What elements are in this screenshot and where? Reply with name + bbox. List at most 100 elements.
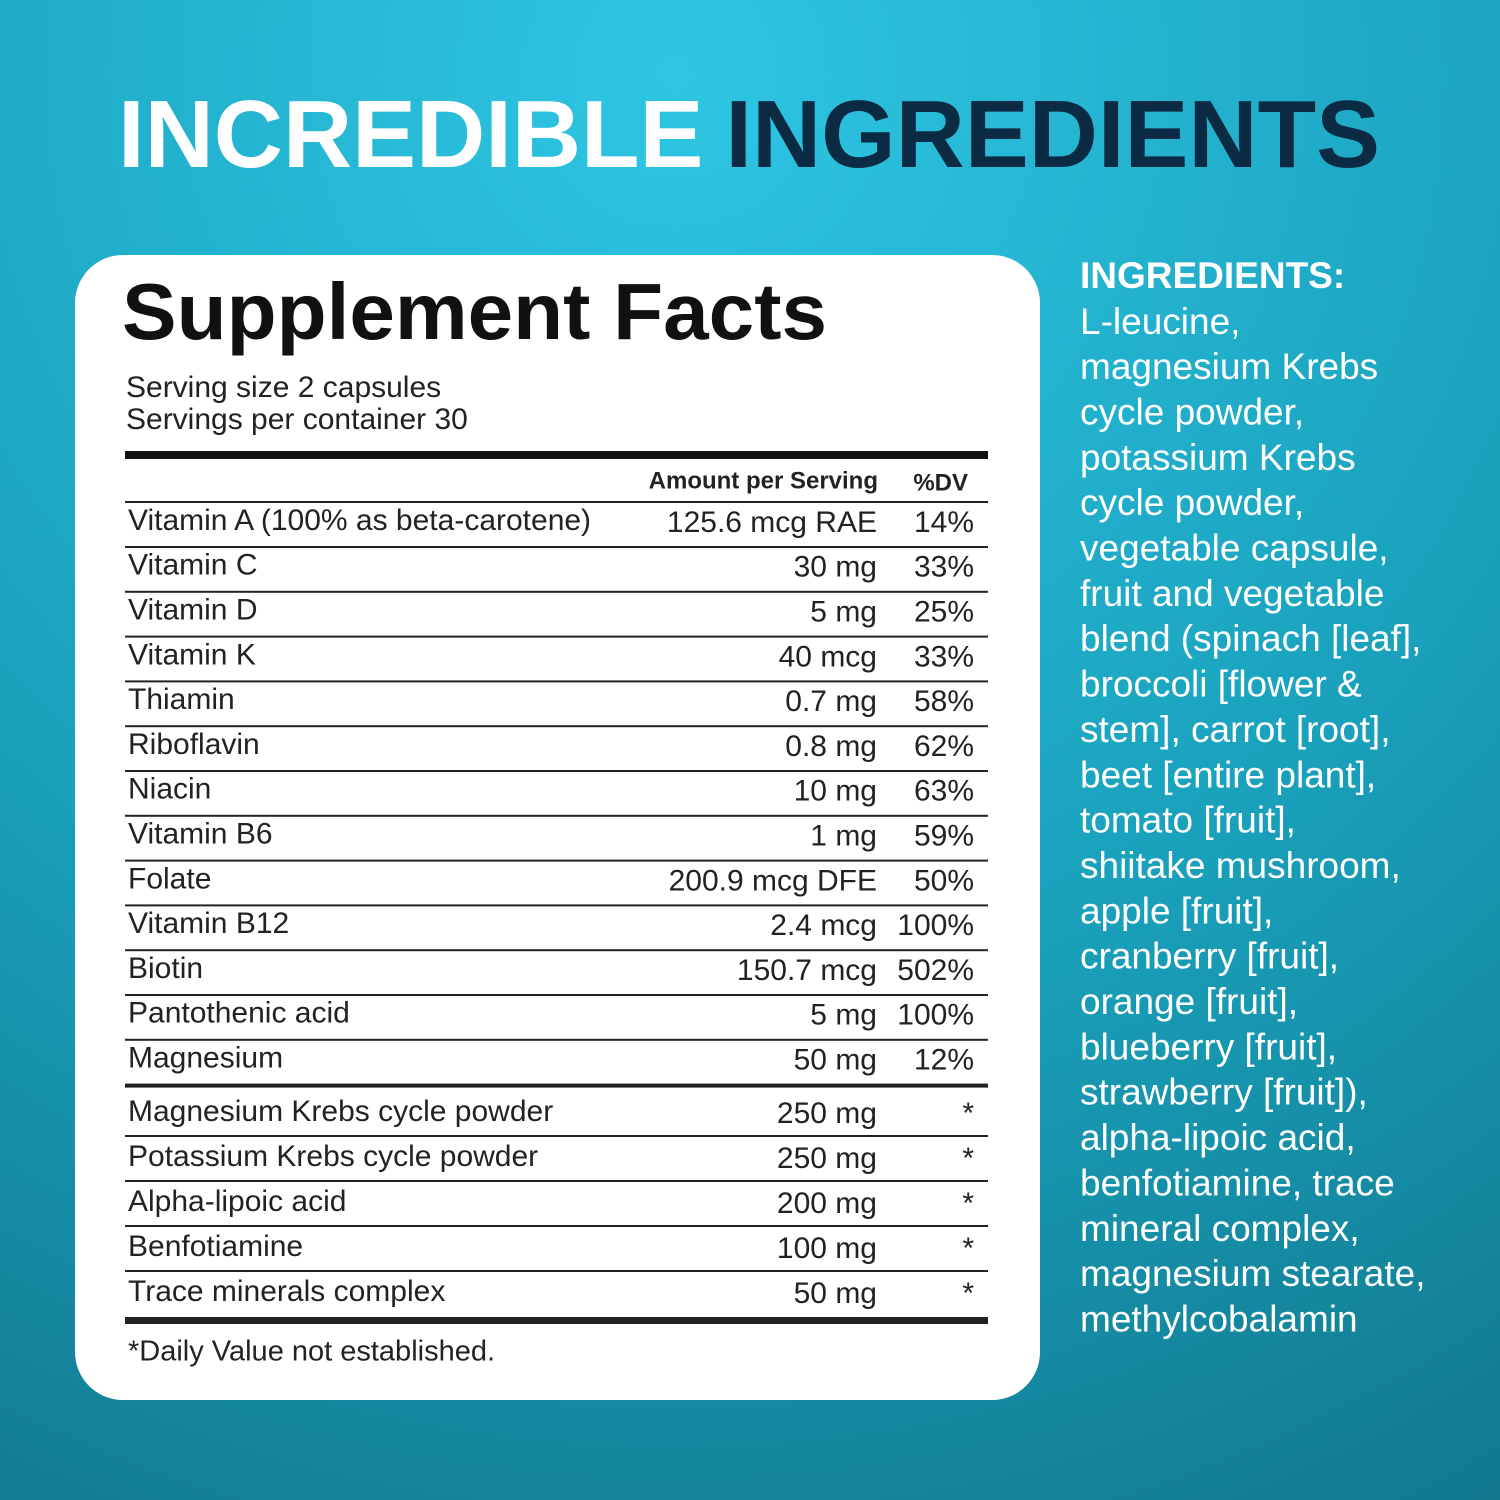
nutrient-dv: 14% [914, 506, 974, 539]
nutrient-amount: 30 mg [794, 551, 877, 584]
ingredient-line: cycle powder, [1080, 482, 1304, 523]
headline-part: INCREDIBLE [118, 81, 703, 188]
ingredient-line: broccoli [flower & [1080, 664, 1362, 705]
rule [125, 1038, 988, 1041]
ingredient-line: methylcobalamin [1080, 1298, 1358, 1339]
nutrient-dv: 33% [914, 551, 974, 584]
ingredient-line: apple [fruit], [1080, 890, 1273, 931]
ingredient-line: cranberry [fruit], [1080, 936, 1339, 977]
nutrient-name: Riboflavin [128, 728, 260, 761]
nutrient-amount: 50 mg [794, 1044, 877, 1077]
rule [125, 1180, 988, 1182]
nutrient-name: Vitamin K [128, 638, 256, 671]
nutrient-dv: 100% [897, 909, 974, 942]
ingredient-line: mineral complex, [1080, 1208, 1360, 1249]
ingredients-heading: INGREDIENTS: [1080, 255, 1345, 296]
rule [125, 546, 988, 548]
rule [125, 814, 988, 817]
rule [125, 859, 988, 862]
nutrient-dv: 63% [914, 775, 974, 808]
nutrient-dv: 50% [914, 864, 974, 897]
facts-title: Supplement Facts [122, 267, 827, 356]
rule [125, 770, 988, 772]
nutrient-dv: 59% [914, 820, 974, 853]
ingredient-line: L-leucine, [1080, 301, 1240, 342]
nutrient-amount: 125.6 mcg RAE [667, 506, 877, 539]
nutrient-amount: 200 mg [777, 1187, 877, 1220]
nutrient-dv: 12% [914, 1044, 974, 1077]
rule-thick [125, 451, 988, 459]
nutrient-name: Folate [128, 862, 211, 895]
headline: INCREDIBLE INGREDIENTS [118, 81, 1380, 188]
facts-table: Vitamin A (100% as beta-carotene) 125.6 m… [125, 504, 988, 1368]
nutrient-dv: 33% [914, 640, 974, 673]
nutrient-amount: 5 mg [810, 596, 877, 629]
ingredient-line: orange [fruit], [1080, 981, 1298, 1022]
rule [125, 680, 988, 683]
rule-thick [125, 1083, 988, 1088]
nutrient-amount: 50 mg [794, 1277, 877, 1310]
nutrient-dv: 25% [914, 596, 974, 629]
nutrient-amount: 250 mg [777, 1097, 877, 1130]
nutrient-amount: 250 mg [777, 1142, 877, 1175]
nutrient-amount: 40 mcg [779, 640, 877, 673]
facts-card [75, 255, 1040, 1400]
ingredient-line: cycle powder, [1080, 391, 1304, 432]
rule [125, 994, 988, 996]
ingredient-line: potassium Krebs [1080, 437, 1356, 478]
nutrient-name: Vitamin B6 [128, 818, 273, 851]
ingredient-line: magnesium Krebs [1080, 346, 1378, 387]
rule [125, 1270, 988, 1272]
ingredient-line: vegetable capsule, [1080, 528, 1389, 569]
ingredient-line: alpha-lipoic acid, [1080, 1117, 1356, 1158]
nutrient-name: Biotin [128, 952, 203, 985]
nutrient-amount: 0.7 mg [785, 685, 877, 718]
nutrient-name: Alpha-lipoic acid [128, 1185, 346, 1218]
rule [125, 1225, 988, 1227]
rule [125, 949, 988, 952]
ingredient-line: beet [entire plant], [1080, 754, 1376, 795]
nutrient-name: Magnesium [128, 1042, 283, 1075]
ingredient-line: blend (spinach [leaf], [1080, 618, 1421, 659]
nutrient-name: Benfotiamine [128, 1230, 303, 1263]
nutrient-amount: 0.8 mg [785, 730, 877, 763]
nutrient-name: Vitamin D [128, 594, 258, 627]
nutrient-name: Trace minerals complex [128, 1275, 445, 1308]
ingredient-line: strawberry [fruit]), [1080, 1072, 1368, 1113]
ingredient-line: blueberry [fruit], [1080, 1026, 1337, 1067]
rule [125, 1135, 988, 1137]
ingredient-line: tomato [fruit], [1080, 800, 1296, 841]
nutrient-dv: 100% [897, 999, 974, 1032]
nutrient-name: Vitamin B12 [128, 907, 289, 940]
ingredient-line: fruit and vegetable [1080, 573, 1384, 614]
rule [125, 725, 988, 728]
nutrient-amount: 5 mg [810, 999, 877, 1032]
nutrient-name: Vitamin A (100% as beta-carotene) [128, 504, 591, 537]
serving-size: Serving size 2 capsules [126, 371, 441, 404]
rule [125, 590, 988, 593]
nutrient-dv: 62% [914, 730, 974, 763]
servings: Servings per container 30 [126, 403, 468, 436]
header-amount: Amount per Serving [649, 467, 878, 494]
nutrient-name: Niacin [128, 773, 211, 806]
nutrient-amount: 200.9 mcg DFE [669, 864, 877, 897]
ingredient-line: benfotiamine, trace [1080, 1162, 1395, 1203]
nutrient-dv: 502% [897, 954, 974, 987]
ingredient-line: shiitake mushroom, [1080, 845, 1401, 886]
ingredient-line: stem], carrot [root], [1080, 709, 1390, 750]
rule [125, 635, 988, 638]
header-dv: %DV [913, 469, 968, 496]
nutrient-amount: 1 mg [810, 820, 877, 853]
nutrient-dv: * [962, 1232, 974, 1265]
nutrient-dv: 58% [914, 685, 974, 718]
rule-thick [125, 1317, 988, 1324]
rule [125, 904, 988, 907]
nutrient-dv: * [962, 1142, 974, 1175]
nutrient-amount: 2.4 mcg [770, 909, 877, 942]
nutrient-name: Thiamin [128, 683, 235, 716]
nutrient-name: Potassium Krebs cycle powder [128, 1140, 538, 1173]
nutrient-dv: * [962, 1187, 974, 1220]
